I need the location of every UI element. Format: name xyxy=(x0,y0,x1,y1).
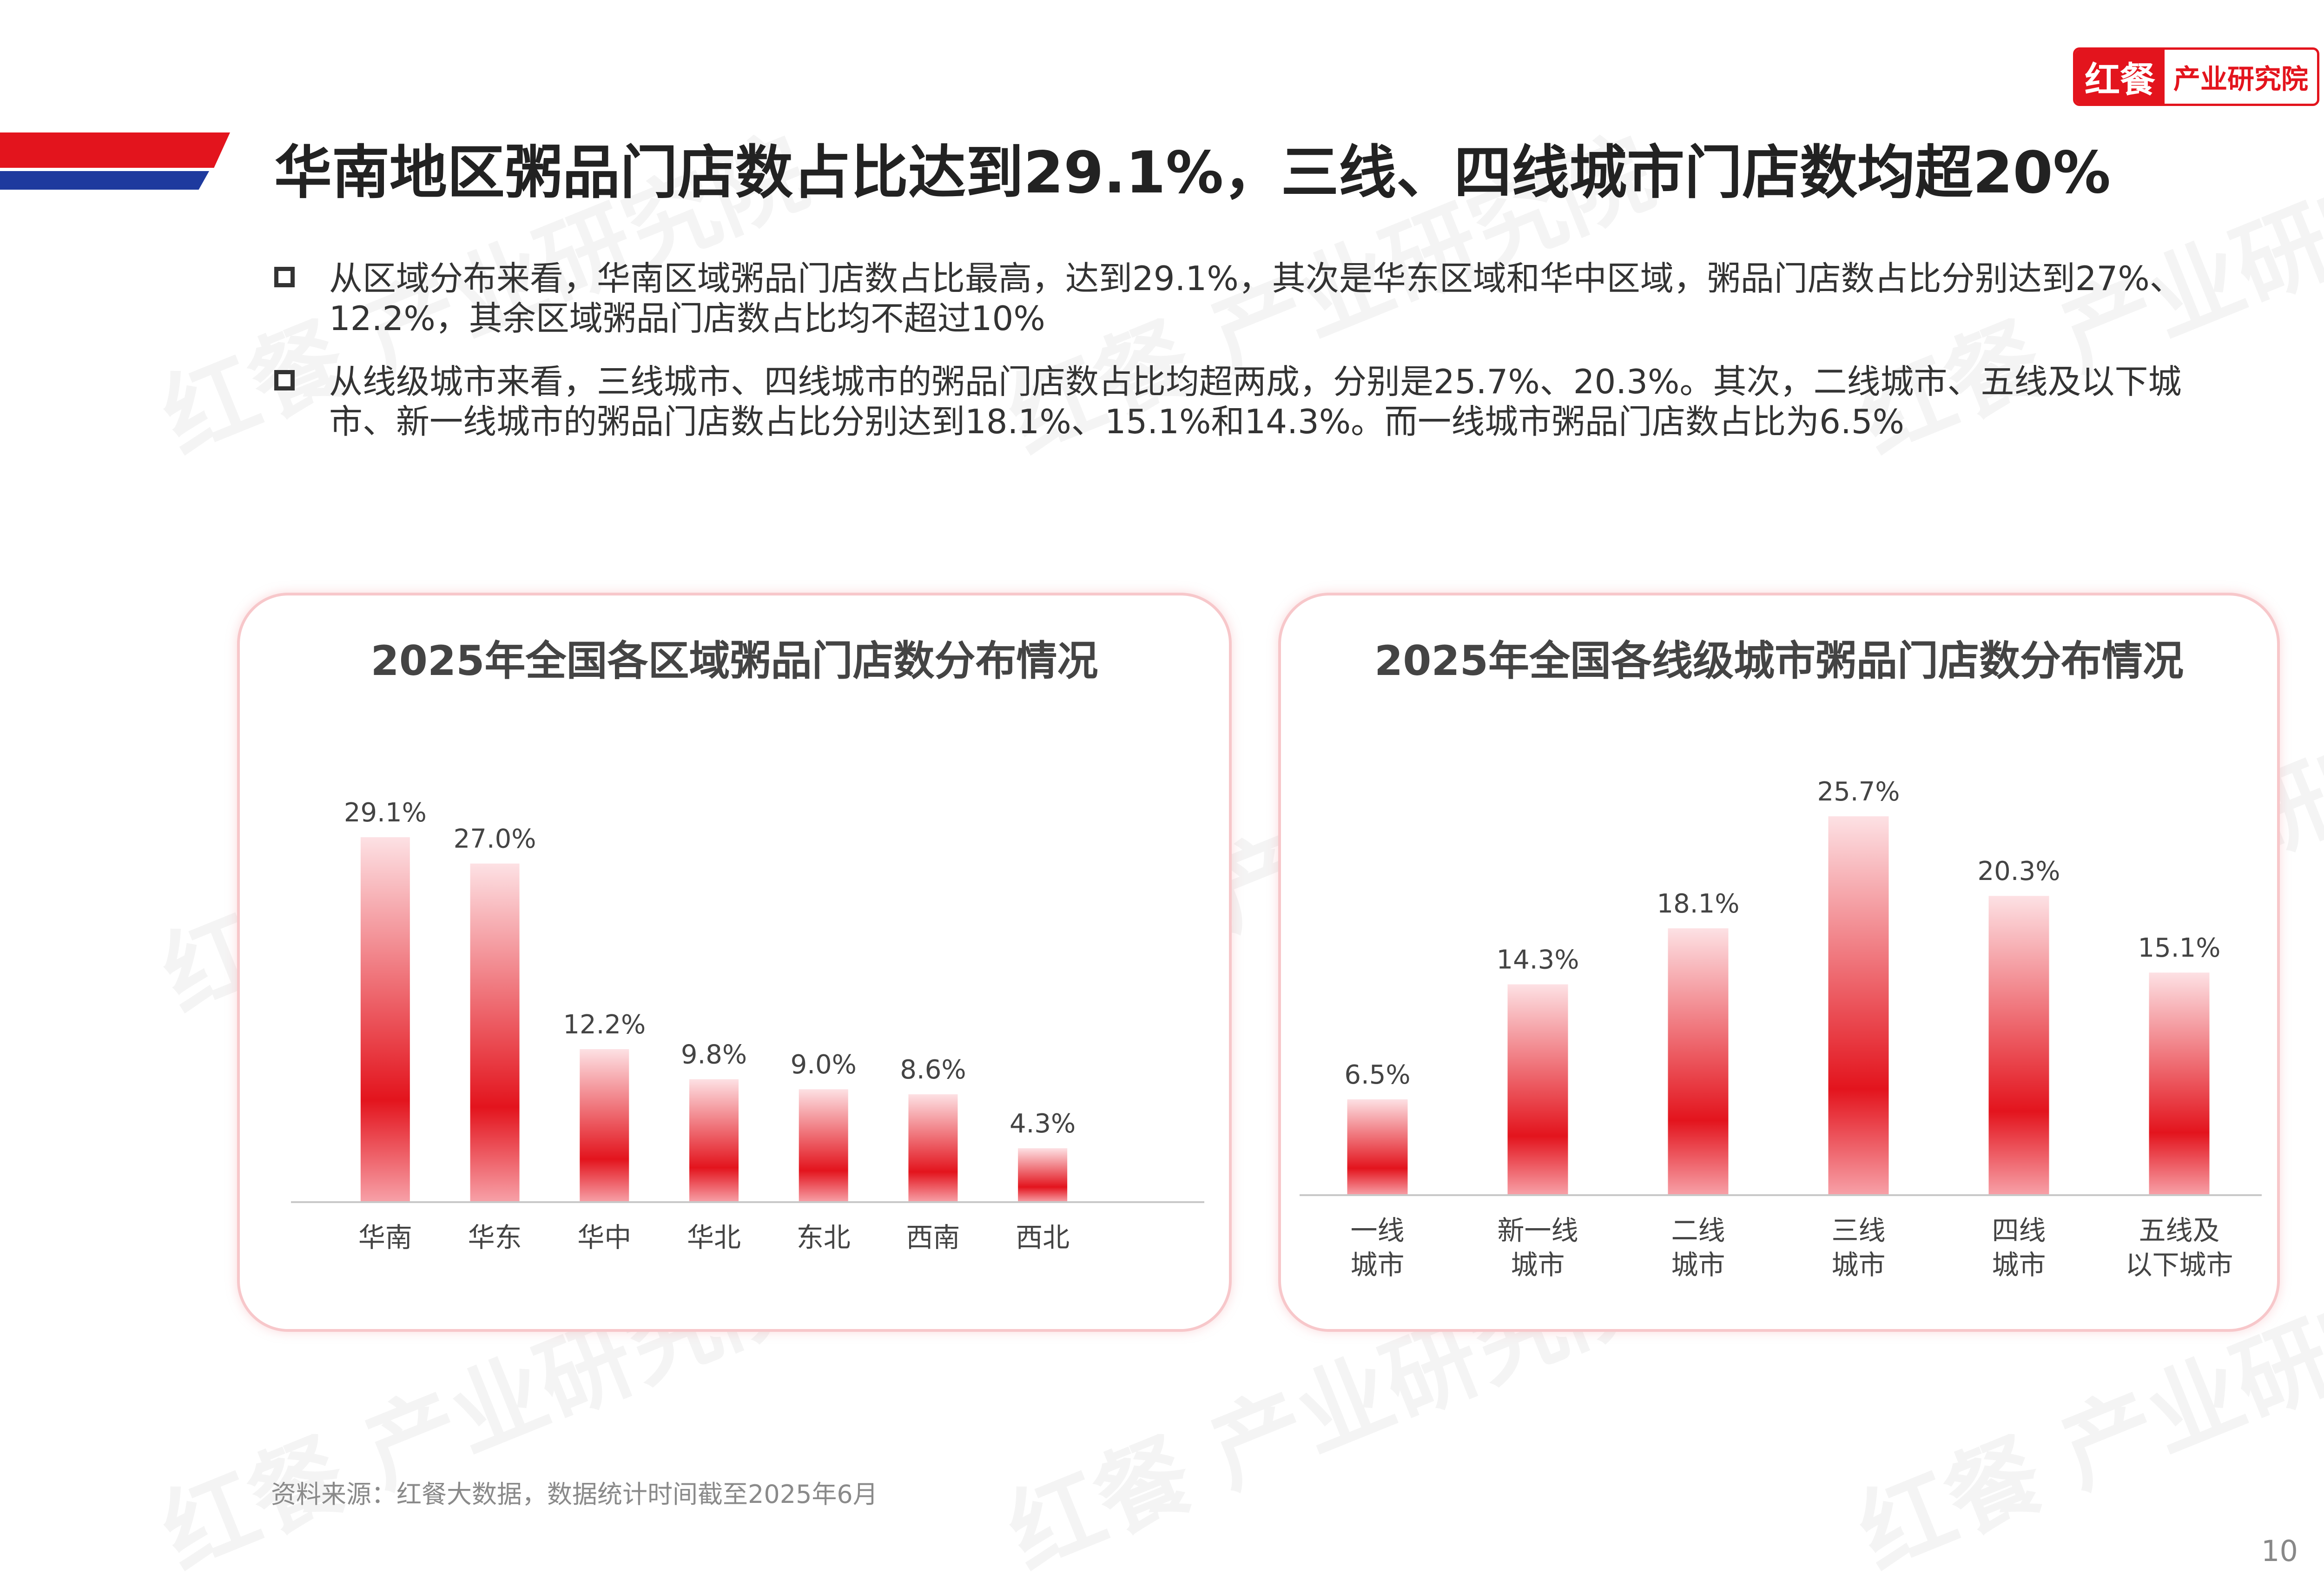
city-tier-bar-chart: 6.5%一线城市14.3%新一线城市18.1%二线城市25.7%三线城市20.3… xyxy=(1300,777,2262,1281)
category-label: 华南 xyxy=(358,1222,412,1253)
data-label: 14.3% xyxy=(1497,945,1579,975)
data-label: 9.8% xyxy=(681,1040,747,1070)
data-label: 9.0% xyxy=(791,1050,857,1080)
category-label: 城市 xyxy=(1992,1249,2046,1281)
bar xyxy=(2149,972,2210,1195)
brand-logo-name: 产业研究院 xyxy=(2173,63,2308,95)
region-bar-chart: 29.1% 华南 27.0% 华东 12.2% 华中 9.8% 华北 9.0% 东北 8.6% 西南 4… xyxy=(291,798,1204,1253)
category-label: 华北 xyxy=(687,1222,741,1253)
bullet-square-icon xyxy=(274,267,295,287)
data-label: 25.7% xyxy=(1817,777,1900,807)
data-label: 27.0% xyxy=(454,824,536,854)
bar xyxy=(1988,896,2049,1195)
data-label: 12.2% xyxy=(563,1010,646,1040)
bar xyxy=(908,1094,958,1202)
data-label: 6.5% xyxy=(1344,1060,1410,1090)
category-label: 西北 xyxy=(1016,1222,1070,1253)
category-label: 城市 xyxy=(1511,1249,1565,1281)
title-accent-blue xyxy=(0,171,209,190)
data-label: 29.1% xyxy=(344,798,427,828)
data-label: 15.1% xyxy=(2138,933,2221,963)
bar xyxy=(1507,984,1568,1195)
category-label: 以下城市 xyxy=(2125,1249,2233,1281)
bar xyxy=(1018,1148,1068,1202)
category-label: 二线 xyxy=(1671,1215,1725,1246)
data-label: 8.6% xyxy=(900,1055,966,1085)
bar xyxy=(580,1049,629,1202)
brand-logo-mark: 红餐 xyxy=(2075,50,2165,104)
page-title: 华南地区粥品门店数占比达到29.1%，三线、四线城市门店数均超20% xyxy=(274,139,2111,206)
chart-panel-region: 2025年全国各区域粥品门店数分布情况 29.1% 华南 27.0% 华东 12.2% 华… xyxy=(237,593,1232,1332)
category-label: 城市 xyxy=(1350,1249,1404,1281)
category-label: 华东 xyxy=(468,1222,522,1253)
bar xyxy=(470,863,520,1202)
bar xyxy=(1668,928,1729,1195)
bullet-item: 从线级城市来看，三线城市、四线城市的粥品门店数占比均超两成，分别是25.7%、2… xyxy=(274,362,2226,442)
brand-logo: 红餐 产业研究院 xyxy=(2073,47,2319,106)
chart-title: 2025年全国各线级城市粥品门店数分布情况 xyxy=(1374,637,2184,685)
bar xyxy=(799,1089,848,1202)
category-label: 新一线 xyxy=(1497,1215,1578,1246)
bullet-text: 从区域分布来看，华南区域粥品门店数占比最高，达到29.1%，其次是华东区域和华中… xyxy=(329,259,2183,338)
bar xyxy=(1347,1099,1408,1195)
bar xyxy=(1828,816,1889,1195)
category-label: 华中 xyxy=(577,1222,631,1253)
source-note: 资料来源：红餐大数据，数据统计时间截至2025年6月 xyxy=(271,1480,878,1509)
bar xyxy=(360,837,410,1202)
category-label: 城市 xyxy=(1671,1249,1725,1281)
category-label: 城市 xyxy=(1831,1249,1885,1281)
data-label: 18.1% xyxy=(1657,889,1740,919)
data-label: 20.3% xyxy=(1978,856,2060,886)
category-label: 四线 xyxy=(1992,1215,2046,1246)
category-label: 东北 xyxy=(797,1222,851,1253)
page-number: 10 xyxy=(2261,1534,2298,1568)
category-label: 一线 xyxy=(1350,1215,1404,1246)
data-label: 4.3% xyxy=(1010,1109,1076,1139)
bullet-square-icon xyxy=(274,370,295,390)
bullet-item: 从区域分布来看，华南区域粥品门店数占比最高，达到29.1%，其次是华东区域和华中… xyxy=(274,258,2226,338)
category-label: 五线及 xyxy=(2139,1215,2219,1246)
bullet-text: 从线级城市来看，三线城市、四线城市的粥品门店数占比均超两成，分别是25.7%、2… xyxy=(329,362,2182,441)
chart-panel-city-tier: 2025年全国各线级城市粥品门店数分布情况 6.5% 一线 城市 14.3% 新一线 城市… xyxy=(1278,593,2280,1332)
category-label: 三线 xyxy=(1831,1215,1885,1246)
category-label: 西南 xyxy=(906,1222,960,1253)
bar xyxy=(689,1079,739,1202)
title-accent-red xyxy=(0,132,230,168)
chart-title: 2025年全国各区域粥品门店数分布情况 xyxy=(370,637,1098,685)
